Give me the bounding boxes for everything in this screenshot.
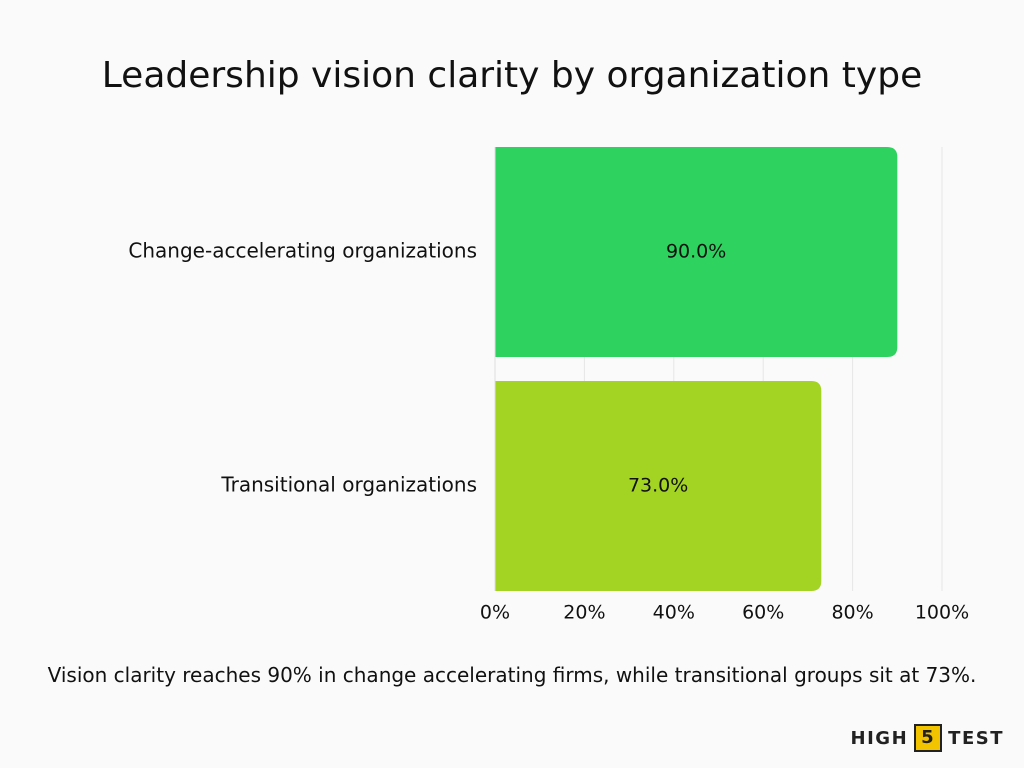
category-label: Change-accelerating organizations (128, 239, 477, 263)
x-tick-label: 0% (480, 602, 510, 624)
x-tick-label: 100% (915, 602, 969, 624)
value-label: 73.0% (628, 475, 688, 497)
x-tick-label: 40% (653, 602, 695, 624)
brand-left: HIGH (850, 727, 909, 749)
bar (495, 381, 822, 591)
value-label: 90.0% (666, 241, 726, 263)
brand-mark: 5 (914, 724, 943, 752)
brand-right: TEST (948, 727, 1004, 749)
caption: Vision clarity reaches 90% in change acc… (47, 663, 977, 687)
x-tick-label: 20% (563, 602, 605, 624)
x-tick-label: 60% (742, 602, 784, 624)
bar (495, 147, 898, 357)
x-tick-label: 80% (831, 602, 873, 624)
brand-logo: HIGH 5 TEST (851, 724, 1004, 752)
chart-title: Leadership vision clarity by organizatio… (102, 55, 922, 96)
chart: Leadership vision clarity by organizatio… (102, 55, 969, 624)
category-label: Transitional organizations (220, 473, 477, 497)
